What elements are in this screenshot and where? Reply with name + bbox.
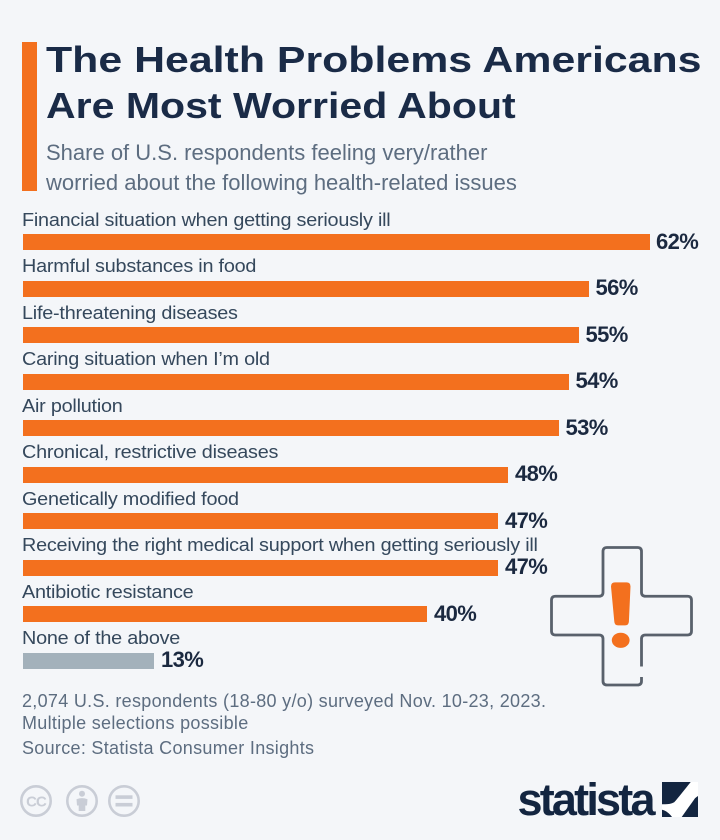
- svg-text:CC: CC: [26, 794, 47, 811]
